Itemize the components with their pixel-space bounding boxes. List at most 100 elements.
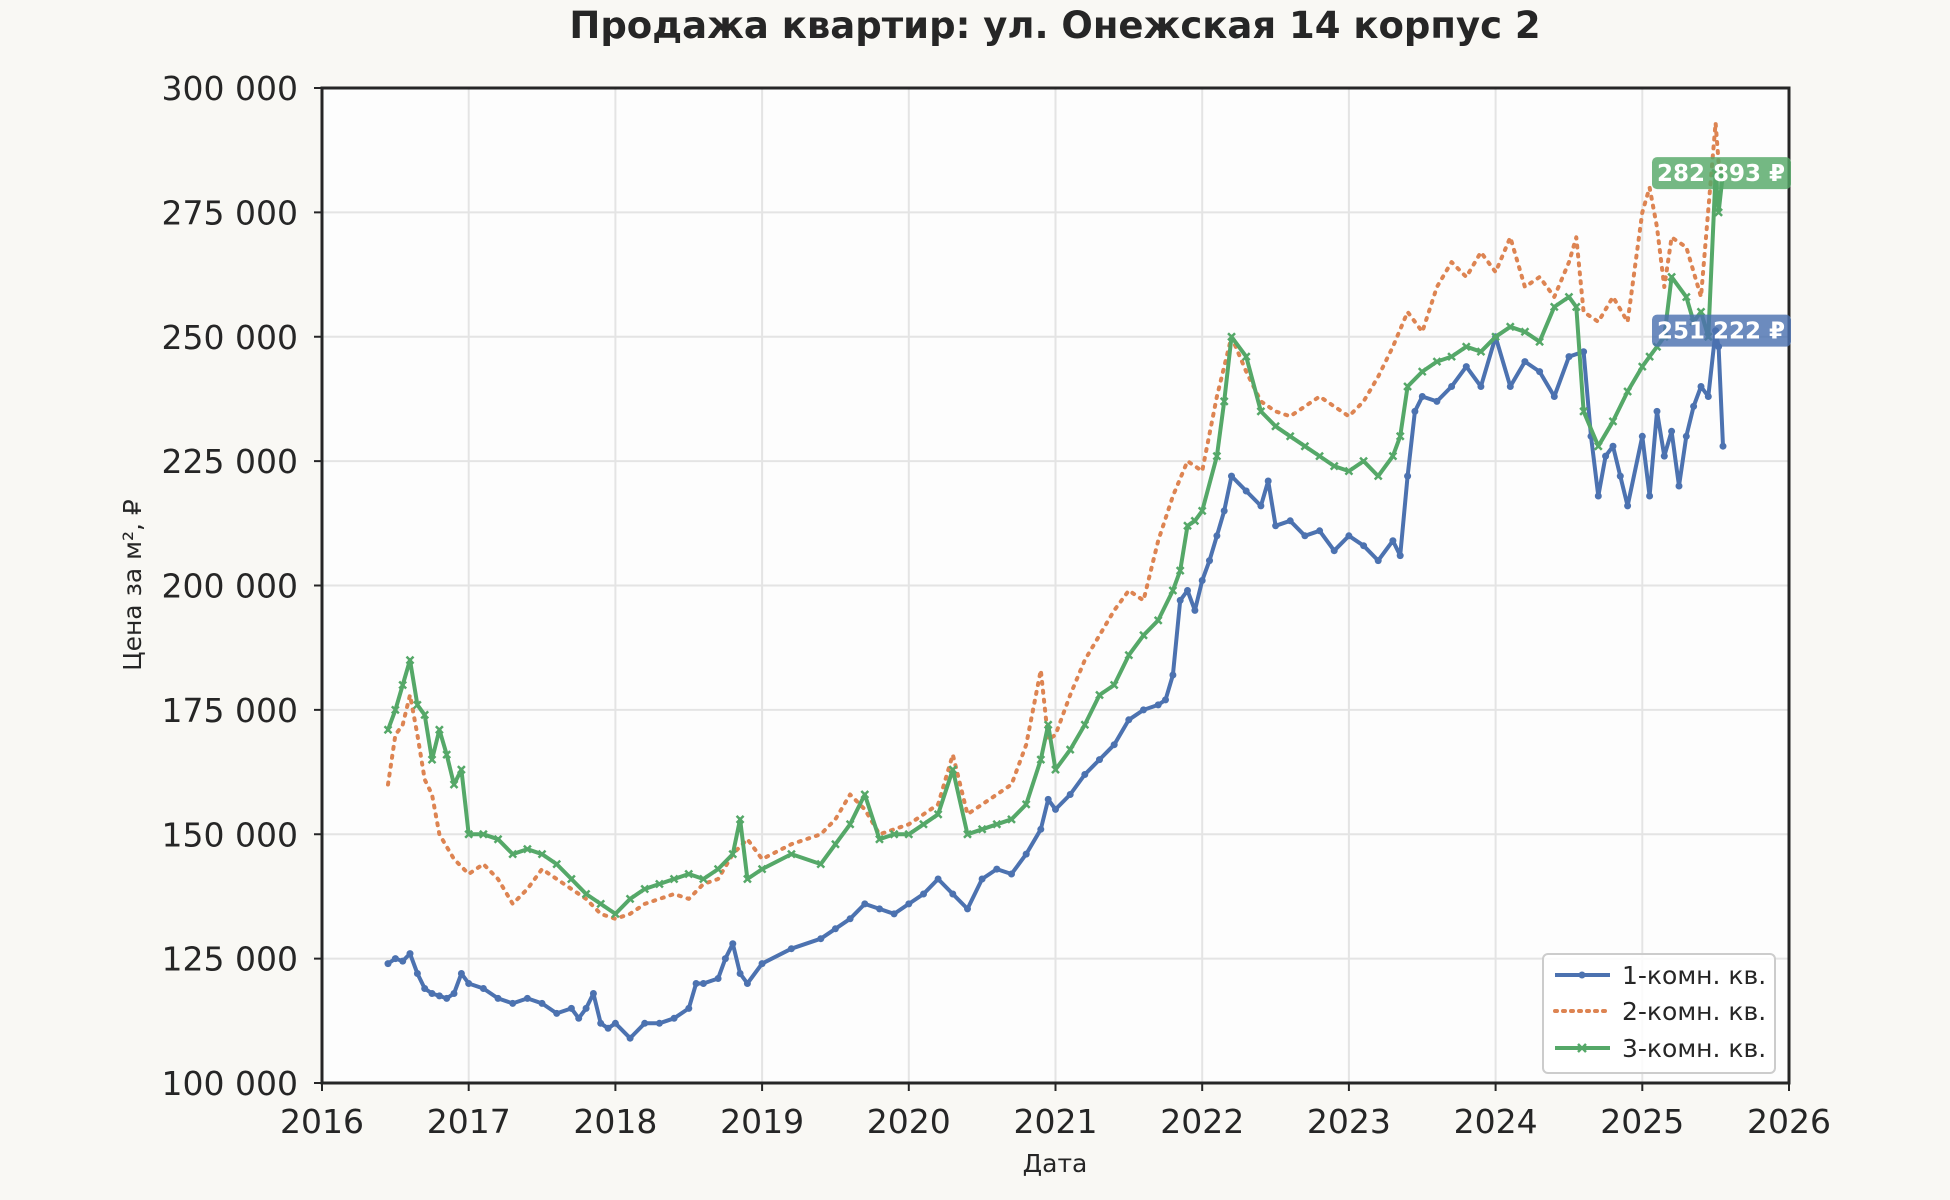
data-point bbox=[757, 864, 767, 874]
data-point bbox=[420, 710, 430, 720]
data-point bbox=[1184, 587, 1191, 594]
data-point bbox=[1036, 755, 1046, 765]
data-point bbox=[1007, 814, 1016, 824]
data-point bbox=[449, 780, 459, 789]
data-point bbox=[1638, 432, 1646, 440]
data-point bbox=[1704, 393, 1712, 400]
data-point bbox=[1176, 596, 1184, 604]
data-point bbox=[1080, 720, 1090, 730]
data-point bbox=[890, 910, 898, 918]
data-point bbox=[398, 680, 408, 690]
data-point bbox=[1675, 482, 1683, 490]
data-point bbox=[465, 980, 473, 987]
data-point bbox=[1065, 745, 1075, 755]
data-point bbox=[1681, 292, 1691, 302]
data-point bbox=[655, 879, 664, 889]
data-point bbox=[508, 849, 518, 859]
data-point bbox=[904, 829, 914, 839]
data-point bbox=[1272, 522, 1280, 530]
data-point bbox=[1447, 352, 1456, 362]
data-point bbox=[479, 985, 487, 992]
data-point bbox=[1096, 756, 1103, 764]
data-point bbox=[1505, 322, 1515, 332]
data-point bbox=[625, 894, 635, 904]
data-point bbox=[1448, 383, 1456, 390]
data-point bbox=[787, 945, 795, 953]
data-point bbox=[713, 864, 723, 874]
data-point bbox=[1668, 427, 1676, 435]
data-point bbox=[434, 725, 444, 735]
end-value-badge-1: 282 893 ₽ bbox=[1652, 157, 1791, 190]
data-point bbox=[1139, 630, 1148, 640]
data-point bbox=[699, 980, 707, 987]
data-point bbox=[1052, 805, 1059, 813]
data-point bbox=[421, 985, 429, 992]
data-point bbox=[1550, 393, 1558, 400]
data-point bbox=[1549, 302, 1559, 312]
badge-background bbox=[1652, 314, 1791, 347]
data-point bbox=[1190, 516, 1200, 526]
data-point bbox=[861, 900, 869, 908]
data-point bbox=[1241, 352, 1251, 362]
x-tick-label: 2024 bbox=[1454, 1102, 1538, 1141]
data-point bbox=[1359, 456, 1368, 466]
data-point bbox=[1285, 431, 1295, 441]
data-point bbox=[1153, 615, 1163, 625]
data-point bbox=[1388, 451, 1398, 461]
series-3 bbox=[383, 168, 1728, 919]
data-point bbox=[1169, 671, 1177, 679]
data-point bbox=[1124, 650, 1134, 660]
data-point bbox=[933, 809, 943, 819]
data-point bbox=[611, 909, 620, 919]
data-point bbox=[993, 865, 1001, 873]
data-point bbox=[1344, 466, 1354, 476]
data-point bbox=[1624, 502, 1632, 510]
chart-title: Продажа квартир: ул. Онежская 14 корпус … bbox=[569, 4, 1540, 47]
data-point bbox=[435, 992, 443, 1000]
data-point bbox=[1300, 441, 1310, 451]
data-point bbox=[1329, 461, 1339, 471]
data-point bbox=[1433, 397, 1441, 405]
series-line-2 bbox=[386, 120, 1725, 921]
data-point bbox=[1565, 353, 1573, 361]
series-layer bbox=[383, 120, 1728, 1042]
data-point bbox=[1580, 348, 1588, 356]
data-point bbox=[1395, 431, 1405, 441]
data-point bbox=[581, 889, 591, 899]
end-value-labels: 282 893 ₽ 251 222 ₽ bbox=[1652, 157, 1791, 347]
data-point bbox=[1110, 741, 1118, 749]
data-point bbox=[1491, 332, 1500, 342]
data-point bbox=[920, 890, 927, 898]
data-point bbox=[383, 725, 393, 735]
data-point bbox=[1602, 452, 1610, 460]
data-point bbox=[604, 1024, 612, 1032]
data-point bbox=[405, 655, 415, 665]
data-point bbox=[1462, 363, 1470, 371]
data-point bbox=[1520, 327, 1530, 337]
data-point bbox=[1301, 532, 1309, 540]
x-tick-label: 2017 bbox=[427, 1102, 511, 1141]
data-point bbox=[729, 940, 737, 948]
data-point bbox=[427, 755, 437, 765]
data-point bbox=[413, 970, 421, 977]
data-point bbox=[1220, 507, 1228, 515]
data-point bbox=[457, 970, 465, 977]
data-point bbox=[442, 750, 452, 760]
data-point bbox=[390, 705, 400, 715]
data-point bbox=[1315, 451, 1324, 461]
data-point bbox=[1682, 432, 1690, 440]
data-point bbox=[1081, 771, 1089, 778]
data-point bbox=[1461, 342, 1471, 352]
data-point bbox=[1609, 442, 1617, 450]
data-point bbox=[817, 935, 825, 943]
data-point bbox=[1008, 870, 1015, 878]
data-point bbox=[1373, 471, 1383, 481]
x-tick-label: 2016 bbox=[280, 1102, 364, 1141]
data-point bbox=[1477, 383, 1485, 390]
data-point bbox=[384, 960, 392, 968]
data-point bbox=[391, 955, 399, 963]
data-point bbox=[1228, 472, 1235, 480]
data-point bbox=[1564, 292, 1574, 302]
data-point bbox=[787, 849, 796, 859]
data-point bbox=[743, 874, 752, 884]
